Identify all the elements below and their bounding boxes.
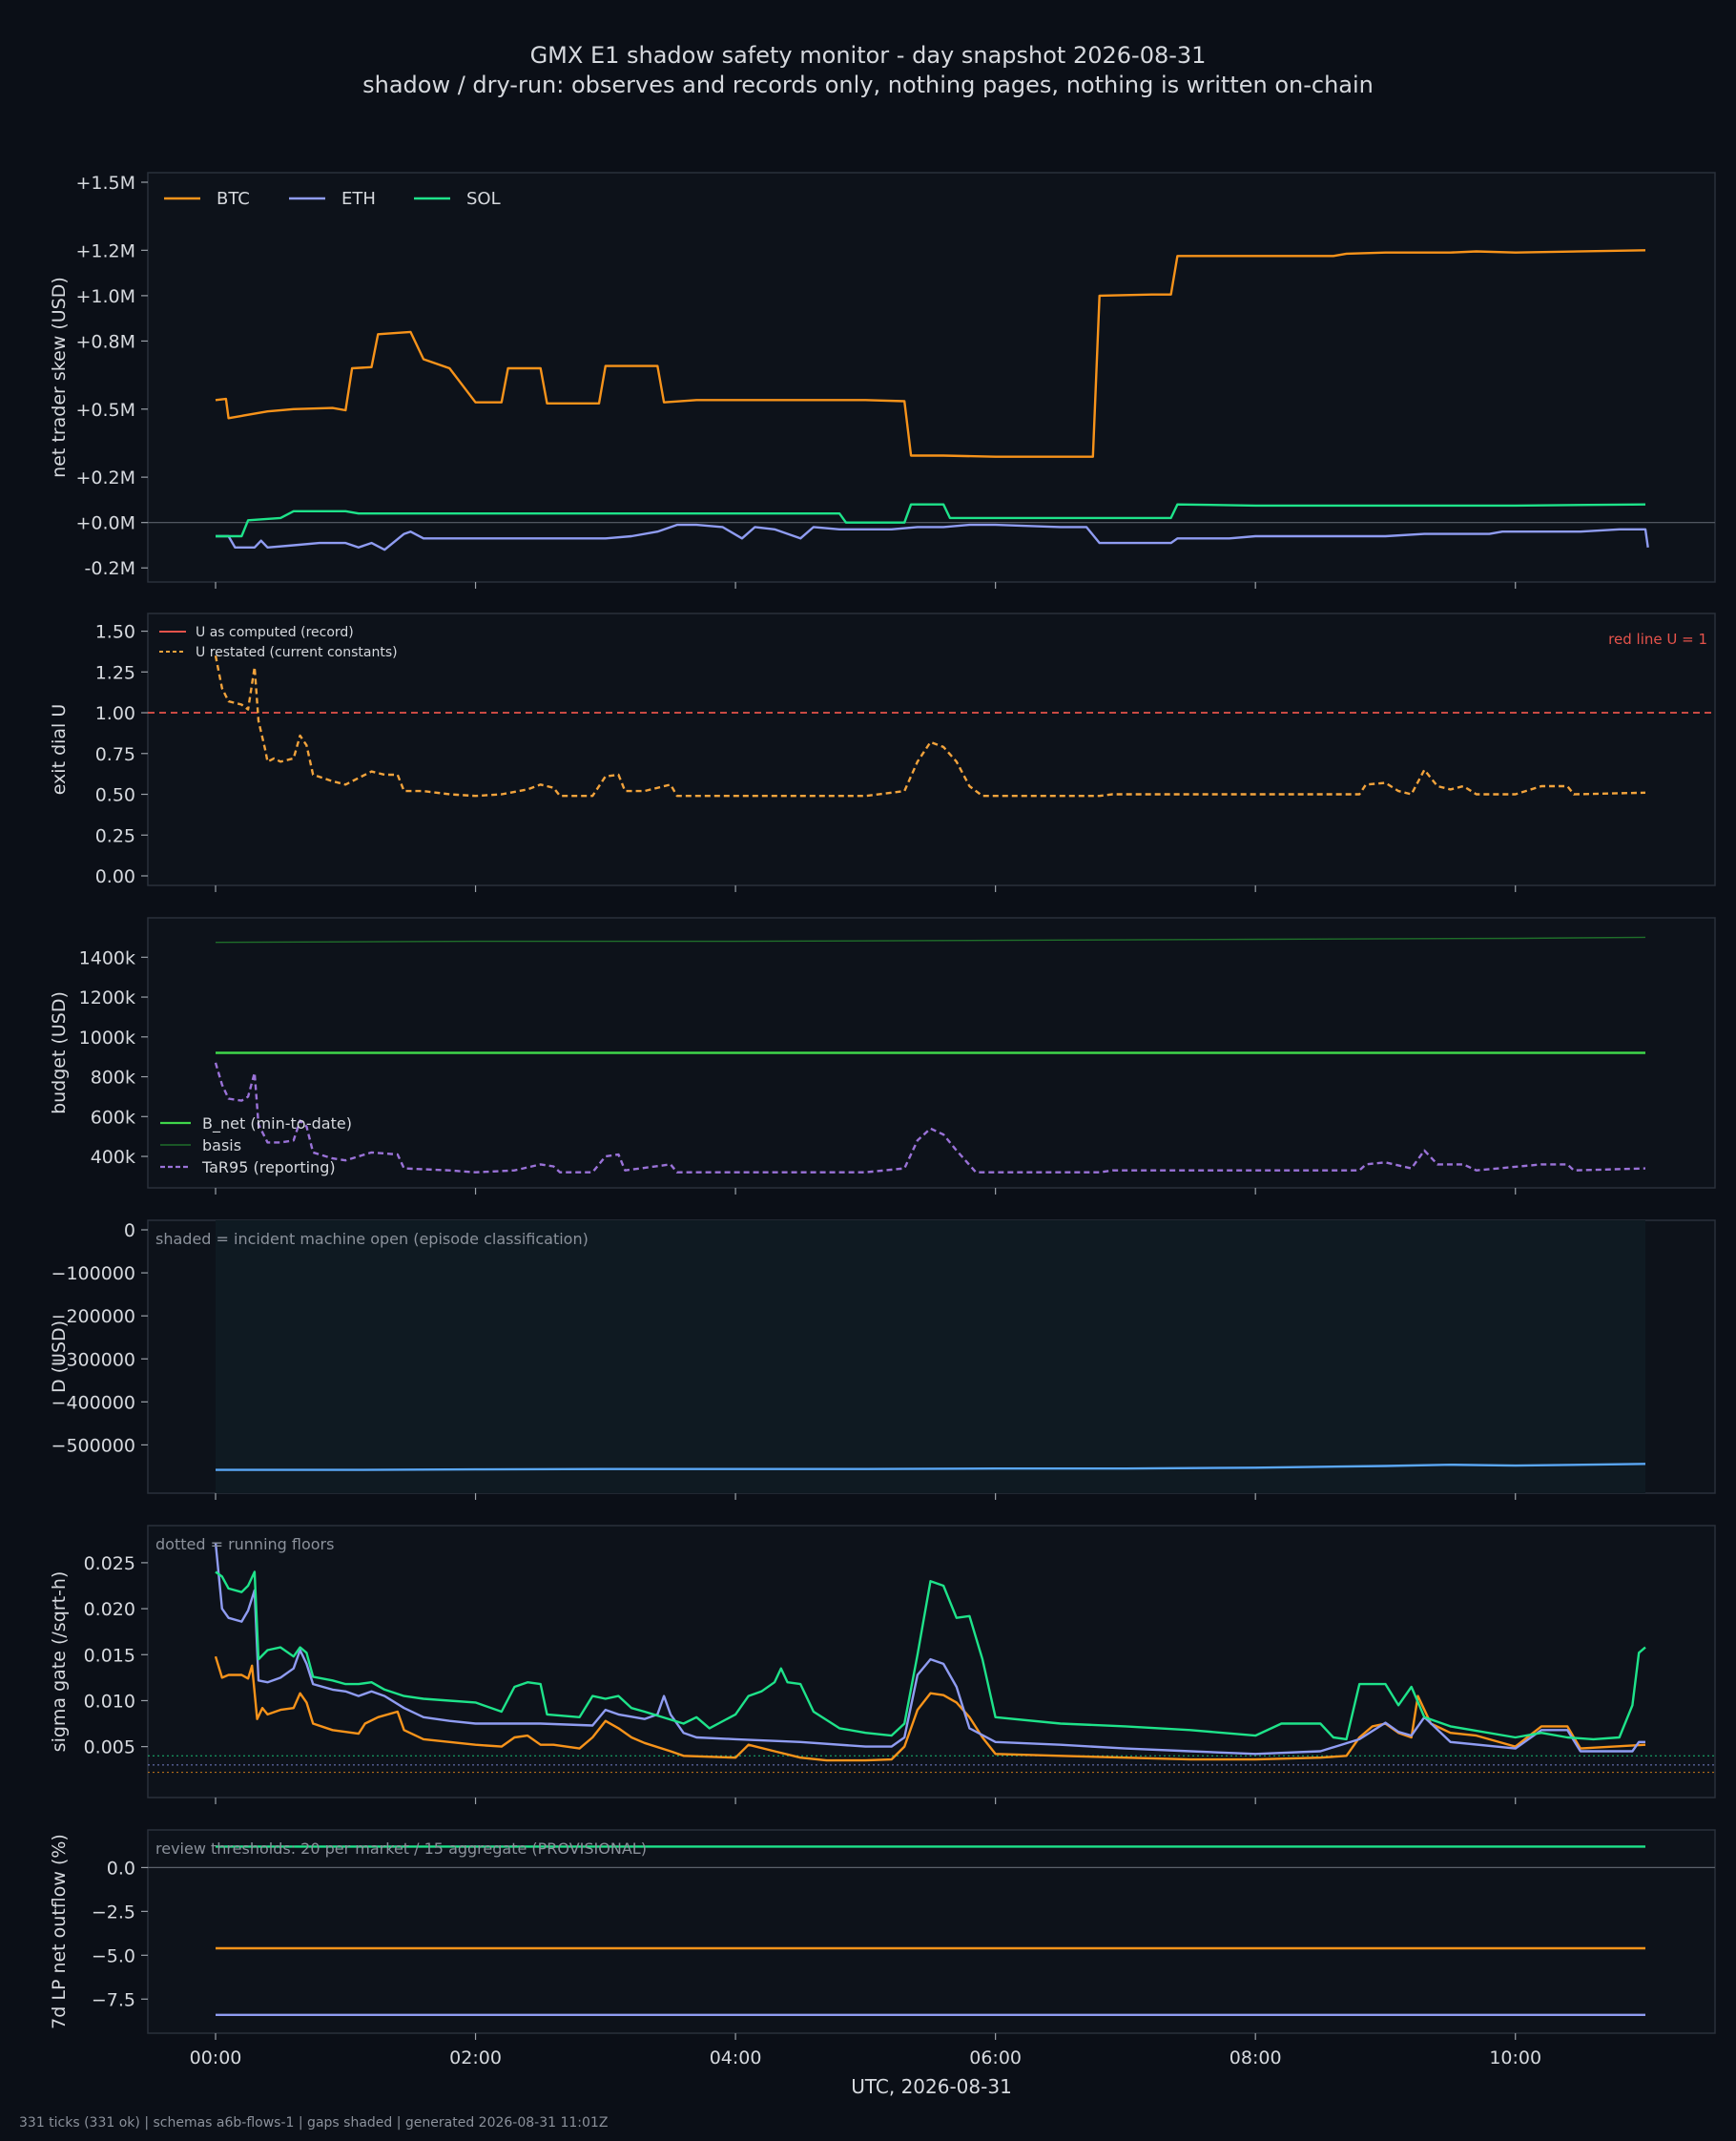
y-tick-label: −300000 bbox=[52, 1349, 135, 1370]
y-tick-label: −400000 bbox=[52, 1392, 135, 1413]
incident-shade bbox=[216, 1220, 1645, 1493]
figure-title: GMX E1 shadow safety monitor - day snaps… bbox=[530, 42, 1207, 69]
plot-area bbox=[216, 1463, 1646, 1471]
y-tick-label: 0.75 bbox=[95, 744, 135, 765]
y-tick-label: 400k bbox=[91, 1147, 135, 1168]
y-tick-label: −100000 bbox=[52, 1263, 135, 1284]
y-axis-label: exit dial U bbox=[49, 704, 70, 796]
plot-frame bbox=[147, 613, 1716, 886]
series-line-eth bbox=[216, 523, 1649, 551]
series-line-eth bbox=[214, 1542, 1645, 1756]
y-tick-label: +0.2M bbox=[75, 468, 135, 488]
chart-panel-4: −500000 −400000 −300000 −200000 −100000 0 D (U… bbox=[49, 1219, 1716, 1500]
footer-status: 331 ticks (331 ok) | schemas a6b-flows-1… bbox=[19, 2115, 608, 2131]
figure-subtitle: shadow / dry-run: observes and records o… bbox=[362, 72, 1374, 98]
y-tick-label: 1.25 bbox=[95, 662, 135, 683]
x-tick-label: 08:00 bbox=[1230, 2047, 1282, 2068]
y-tick-label: 0 bbox=[124, 1220, 135, 1241]
y-tick-label: −200000 bbox=[52, 1306, 135, 1327]
y-tick-label: 0.010 bbox=[84, 1691, 135, 1712]
series-line-btc bbox=[215, 249, 1646, 458]
x-tick-label: 02:00 bbox=[449, 2047, 502, 2068]
y-tick-label: 0.00 bbox=[95, 866, 135, 887]
plot-area bbox=[214, 936, 1646, 1174]
y-tick-label: +1.5M bbox=[75, 173, 135, 194]
chart-panel-6: −7.5 −5.0 −2.5 0.0 00:00 02:00 04:00 06:00 08:00… bbox=[49, 1829, 1716, 2098]
chart-panel-2: 0.00 0.25 0.50 0.75 1.00 1.25 1.50 exit dial U r… bbox=[49, 613, 1716, 892]
y-axis-label: net trader skew (USD) bbox=[49, 277, 70, 478]
y-tick-label: 800k bbox=[91, 1068, 135, 1089]
y-tick-label: −500000 bbox=[52, 1435, 135, 1456]
y-tick-label: 0.0 bbox=[107, 1858, 135, 1879]
y-tick-label: 1.00 bbox=[95, 703, 135, 724]
series-line-d bbox=[216, 1463, 1646, 1471]
plot-area bbox=[148, 655, 1715, 798]
legend-label: basis bbox=[202, 1136, 241, 1154]
y-tick-label: −5.0 bbox=[92, 1945, 135, 1966]
legend-label: TaR95 (reporting) bbox=[201, 1158, 336, 1176]
y-tick-label: -0.2M bbox=[85, 558, 135, 579]
series-line-tar95-reporting- bbox=[214, 1062, 1646, 1174]
plot-frame bbox=[147, 1829, 1716, 2034]
legend-label: U restated (current constants) bbox=[196, 645, 398, 660]
y-tick-label: +0.0M bbox=[75, 513, 135, 534]
y-tick-label: 600k bbox=[91, 1107, 135, 1128]
panel-annotation: dotted = running floors bbox=[155, 1535, 334, 1553]
legend-label: SOL bbox=[466, 189, 501, 209]
y-tick-label: 0.015 bbox=[84, 1645, 135, 1666]
y-tick-label: 1000k bbox=[79, 1028, 135, 1049]
plot-area bbox=[148, 1845, 1715, 2016]
legend-label: B_net (min-to-date) bbox=[202, 1114, 352, 1133]
y-tick-label: +0.5M bbox=[75, 400, 135, 421]
y-tick-label: 1.50 bbox=[95, 622, 135, 643]
series-line-basis bbox=[215, 936, 1646, 944]
chart-panel-1: -0.2M +0.0M +0.2M +0.5M +0.8M +1.0M +1.2M +1.5M… bbox=[49, 172, 1716, 589]
y-tick-label: −7.5 bbox=[92, 1989, 135, 2010]
x-tick-label: 04:00 bbox=[710, 2047, 762, 2068]
plot-area bbox=[148, 249, 1715, 551]
legend-label: BTC bbox=[217, 189, 250, 209]
chart-panel-5: 0.005 0.010 0.015 0.020 0.025 sigma gate (/sq… bbox=[49, 1525, 1716, 1804]
y-tick-label: 0.50 bbox=[95, 785, 135, 806]
x-axis-label: UTC, 2026-08-31 bbox=[851, 2075, 1012, 2098]
x-tick-label: 00:00 bbox=[190, 2047, 242, 2068]
red-line-label: red line U = 1 bbox=[1608, 631, 1707, 648]
y-tick-label: +1.2M bbox=[75, 240, 135, 261]
y-tick-label: 0.005 bbox=[84, 1737, 135, 1758]
series-line-u-restated-current-constants- bbox=[214, 655, 1646, 798]
panel-annotation: shaded = incident machine open (episode … bbox=[155, 1230, 589, 1248]
x-tick-label: 06:00 bbox=[969, 2047, 1022, 2068]
series-line-btc bbox=[214, 1655, 1646, 1762]
legend-label: ETH bbox=[341, 189, 376, 209]
plot-frame bbox=[147, 1525, 1716, 1798]
panel-annotation: review thresholds: 20 per market / 15 ag… bbox=[155, 1840, 647, 1858]
y-tick-label: 0.020 bbox=[84, 1599, 135, 1620]
plot-area bbox=[148, 1542, 1715, 1774]
x-tick-label: 10:00 bbox=[1489, 2047, 1541, 2068]
panels: -0.2M +0.0M +0.2M +0.5M +0.8M +1.0M +1.2M +1.5M… bbox=[49, 172, 1716, 2098]
series-line-sol bbox=[216, 503, 1646, 538]
chart-panel-3: 400k 600k 800k 1000k 1200k 1400k budget (USD) B… bbox=[49, 917, 1716, 1195]
y-tick-label: 1200k bbox=[79, 987, 135, 1008]
y-axis-label: D (USD) bbox=[49, 1320, 70, 1393]
y-axis-label: 7d LP net outflow (%) bbox=[49, 1834, 70, 2029]
legend-label: U as computed (record) bbox=[196, 625, 354, 640]
plot-frame bbox=[147, 172, 1716, 583]
y-tick-label: +0.8M bbox=[75, 331, 135, 352]
y-tick-label: 0.025 bbox=[84, 1553, 135, 1574]
y-axis-label: budget (USD) bbox=[49, 991, 70, 1114]
y-tick-label: −2.5 bbox=[92, 1902, 135, 1923]
y-tick-label: 1400k bbox=[79, 947, 135, 968]
y-tick-label: 0.25 bbox=[95, 825, 135, 846]
y-axis-label: sigma gate (/sqrt-h) bbox=[49, 1571, 70, 1753]
series-line-sol bbox=[215, 1570, 1646, 1741]
y-tick-label: +1.0M bbox=[75, 286, 135, 307]
